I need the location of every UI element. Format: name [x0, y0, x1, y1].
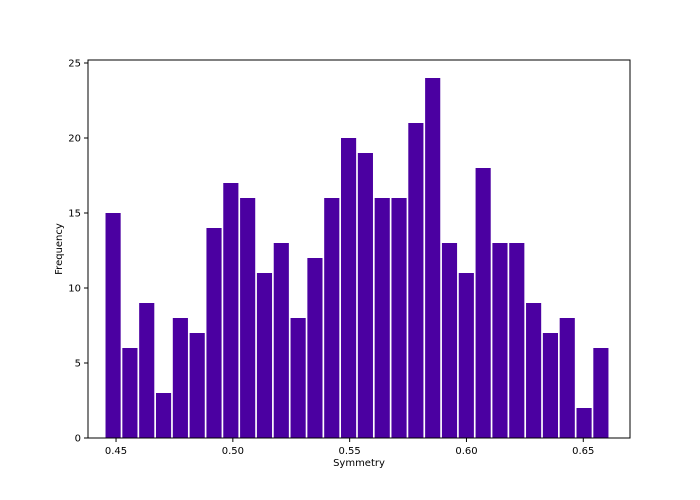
histogram-bar: [240, 198, 256, 438]
y-tick-label: 5: [75, 359, 81, 370]
x-tick-label: 0.65: [572, 446, 594, 457]
histogram-bar: [341, 138, 357, 438]
y-axis-ticks: 0 5 10 15 20 25: [68, 59, 88, 445]
y-tick-label: 10: [68, 284, 81, 295]
histogram-bar: [492, 243, 508, 438]
x-axis-label: Symmetry: [333, 458, 385, 469]
histogram-bar: [223, 183, 239, 438]
histogram-bar: [273, 243, 289, 438]
x-tick-label: 0.60: [455, 446, 477, 457]
histogram-bar: [509, 243, 525, 438]
histogram-bar: [559, 318, 575, 438]
histogram-bar: [139, 303, 155, 438]
histogram-bar: [576, 408, 592, 438]
y-tick-label: 0: [75, 434, 81, 445]
histogram-bar: [105, 213, 121, 438]
histogram-bar: [391, 198, 407, 438]
histogram-bar: [542, 333, 558, 438]
y-axis-label: Frequency: [54, 223, 65, 275]
histogram-bar: [290, 318, 306, 438]
histogram-bar: [593, 348, 609, 438]
y-tick-label: 15: [68, 209, 81, 220]
x-tick-label: 0.55: [339, 446, 361, 457]
histogram-bar: [206, 228, 222, 438]
histogram-bar: [324, 198, 340, 438]
x-tick-label: 0.50: [222, 446, 244, 457]
histogram-bar: [408, 123, 424, 438]
histogram-bar: [458, 273, 474, 438]
y-tick-label: 25: [68, 59, 81, 70]
histogram-bar: [307, 258, 323, 438]
histogram-bar: [172, 318, 188, 438]
plot-frame: [87, 59, 631, 439]
y-tick-label: 20: [68, 134, 81, 145]
histogram-bar: [441, 243, 458, 438]
bars-group: [105, 78, 609, 438]
histogram-bar: [374, 198, 390, 438]
histogram-bar: [189, 333, 205, 438]
histogram-bar: [425, 78, 441, 438]
histogram-bar: [526, 303, 542, 438]
histogram-bar: [122, 348, 138, 438]
histogram-bar: [357, 153, 373, 438]
x-axis-ticks: 0.45 0.50 0.55 0.60 0.65: [105, 438, 594, 457]
histogram-bar: [256, 273, 273, 438]
x-tick-label: 0.45: [105, 446, 127, 457]
histogram-bar: [155, 393, 172, 438]
histogram-bar: [475, 168, 491, 438]
